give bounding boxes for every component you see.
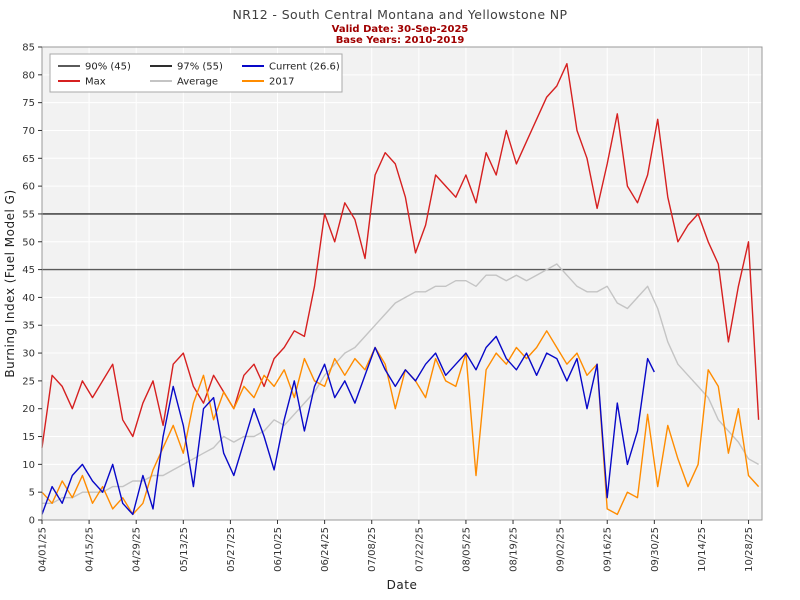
y-tick-label: 45 — [22, 265, 35, 276]
x-tick-label: 05/27/25 — [226, 527, 237, 572]
x-tick-label: 06/10/25 — [273, 527, 284, 572]
y-tick-label: 5 — [29, 488, 35, 499]
series-line-max — [41, 63, 760, 448]
y-tick-label: 35 — [22, 321, 35, 332]
y-tick-label: 70 — [22, 126, 35, 137]
x-tick-label: 09/16/25 — [603, 527, 614, 572]
valid-date-subtitle: Valid Date: 30-Sep-2025 — [331, 24, 469, 35]
x-tick-label: 07/22/25 — [414, 527, 425, 572]
legend-label: 2017 — [269, 77, 294, 88]
y-tick-label: 50 — [22, 237, 35, 248]
chart-title: NR12 - South Central Montana and Yellows… — [232, 7, 568, 22]
x-tick-label: 08/05/25 — [461, 527, 472, 572]
y-tick-label: 25 — [22, 376, 35, 387]
y-tick-label: 20 — [22, 404, 35, 415]
x-tick-label: 08/19/25 — [509, 527, 520, 572]
y-tick-label: 30 — [22, 349, 35, 360]
x-tick-label: 09/30/25 — [650, 527, 661, 572]
x-tick-label: 09/02/25 — [556, 527, 567, 572]
y-tick-label: 85 — [22, 43, 35, 54]
y-tick-label: 40 — [22, 293, 35, 304]
y-axis-label: Burning Index (Fuel Model G) — [3, 189, 17, 377]
x-tick-label: 05/13/25 — [179, 527, 190, 572]
x-tick-label: 10/14/25 — [697, 527, 708, 572]
y-tick-label: 65 — [22, 154, 35, 165]
plot-border — [41, 46, 763, 521]
x-tick-label: 07/08/25 — [367, 527, 378, 572]
y-tick-label: 0 — [29, 516, 35, 527]
y-tick-label: 10 — [22, 460, 35, 471]
legend-label: Current (26.6) — [269, 62, 340, 73]
y-tick-label: 55 — [22, 209, 35, 220]
x-tick-label: 04/01/25 — [38, 527, 49, 572]
legend-label: 90% (45) — [85, 62, 131, 73]
x-axis-label: Date — [387, 578, 418, 592]
x-tick-label: 10/28/25 — [744, 527, 755, 572]
series-line-current-26-6- — [41, 335, 655, 516]
base-years-subtitle: Base Years: 2010-2019 — [335, 35, 465, 46]
x-tick-label: 06/24/25 — [320, 527, 331, 572]
y-tick-label: 60 — [22, 182, 35, 193]
series-line-average — [42, 263, 759, 504]
x-tick-label: 04/29/25 — [132, 527, 143, 572]
legend-label: Average — [177, 77, 218, 88]
legend-box — [49, 53, 343, 93]
x-tick-label: 04/15/25 — [85, 527, 96, 572]
y-tick-label: 15 — [22, 432, 35, 443]
y-tick-label: 75 — [22, 98, 35, 109]
legend-label: 97% (55) — [177, 62, 223, 73]
y-tick-label: 80 — [22, 70, 35, 81]
legend-label: Max — [85, 77, 106, 88]
